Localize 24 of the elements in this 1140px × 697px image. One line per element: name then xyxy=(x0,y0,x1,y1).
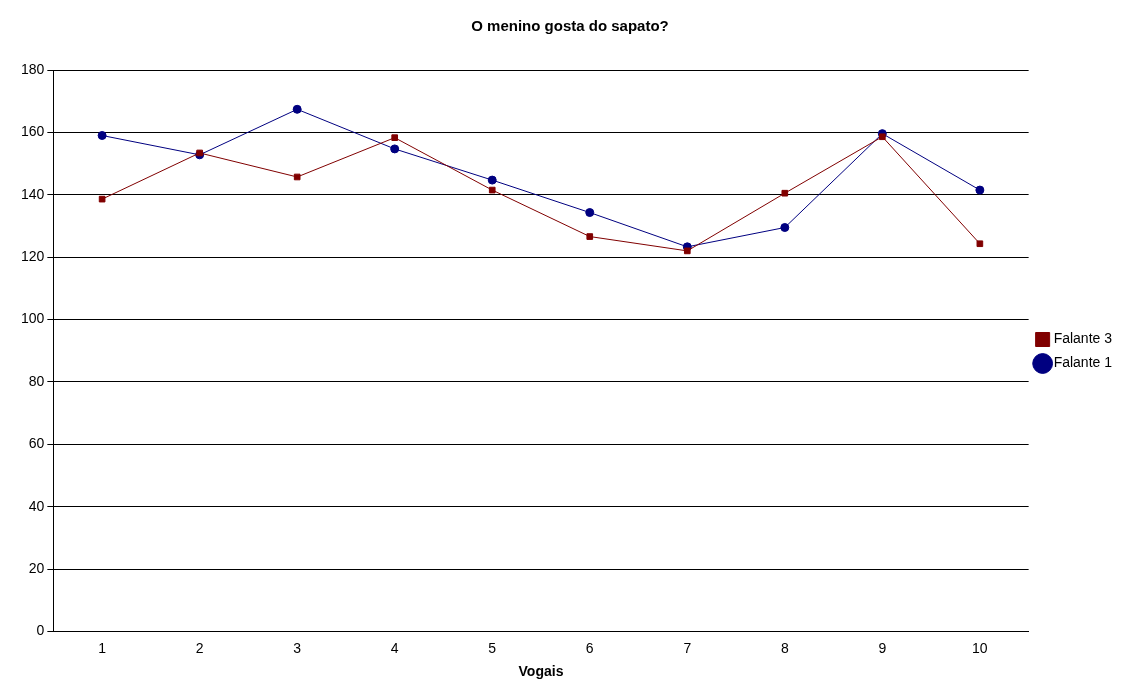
x-tick-label: 1 xyxy=(98,639,107,656)
x-tick-label: 8 xyxy=(780,639,789,656)
x-tick-label: 3 xyxy=(293,639,302,656)
y-tick-label: 40 xyxy=(28,497,45,514)
y-tick-label: 60 xyxy=(28,435,45,452)
x-tick-label: 4 xyxy=(390,639,399,656)
x-tick-label: 5 xyxy=(488,639,497,656)
y-tick-label: 100 xyxy=(21,310,45,327)
chart-title: O menino gosta do sapato? xyxy=(471,17,669,35)
x-tick-label: 7 xyxy=(683,639,692,656)
y-tick-label: 120 xyxy=(21,247,45,264)
y-tick-label: 80 xyxy=(28,372,45,389)
x-axis-title: Vogais xyxy=(518,663,564,680)
y-tick-label: 160 xyxy=(21,123,45,140)
y-tick-label: 140 xyxy=(21,185,45,202)
y-tick-label: 180 xyxy=(21,60,45,77)
y-tick-label: 0 xyxy=(36,622,45,639)
legend-label: Falante 1 xyxy=(1053,354,1113,371)
legend-label: Falante 3 xyxy=(1053,330,1113,347)
x-tick-label: 2 xyxy=(195,639,204,656)
x-tick-label: 9 xyxy=(878,639,887,656)
x-tick-label: 6 xyxy=(585,639,594,656)
y-tick-label: 20 xyxy=(28,559,45,576)
x-tick-label: 10 xyxy=(972,639,988,656)
